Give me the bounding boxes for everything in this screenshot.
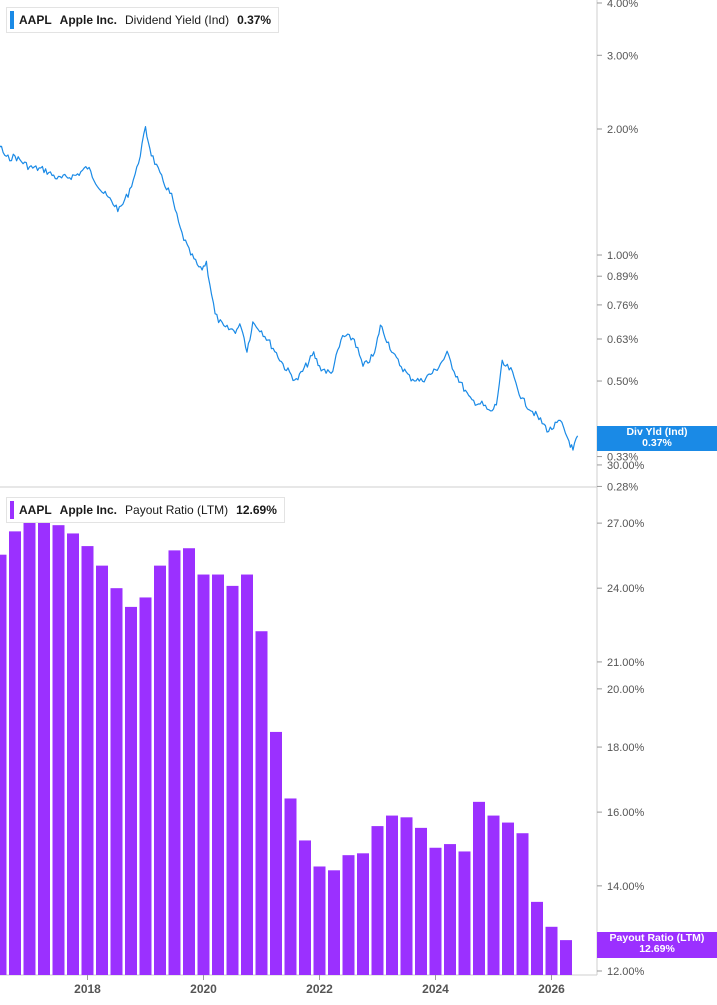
yield-legend-ticker: AAPL: [19, 13, 52, 27]
payout-bar: [183, 548, 195, 975]
yield-ytick-label: 2.00%: [607, 124, 638, 136]
payout-bar: [110, 588, 123, 975]
yield-line-group: [0, 126, 579, 451]
x-axis: 2018 2020 2022 2024 2026: [74, 975, 565, 996]
xtick-label: 2026: [538, 982, 565, 996]
payout-bar: [531, 901, 543, 975]
payout-bar: [284, 798, 297, 975]
payout-bar: [473, 801, 485, 975]
payout-bar: [545, 926, 558, 975]
payout-flag-label: Payout Ratio (LTM): [609, 932, 705, 944]
payout-bar: [52, 525, 65, 975]
yield-line: [0, 126, 579, 451]
payout-bars: [0, 519, 572, 975]
payout-ytick-label: 27.00%: [607, 518, 645, 530]
payout-bar: [444, 844, 456, 975]
yield-legend-value: 0.37%: [237, 13, 272, 27]
yield-ytick-label: 0.63%: [607, 334, 638, 346]
payout-bar: [197, 574, 210, 975]
payout-bar: [241, 574, 253, 975]
payout-bar: [342, 855, 355, 975]
yield-flag-value: 0.37%: [642, 437, 672, 449]
payout-legend-company: Apple Inc.: [59, 503, 118, 517]
payout-bar: [415, 827, 427, 975]
payout-ytick-label: 30.00%: [607, 460, 645, 472]
payout-bar: [299, 840, 311, 975]
payout-bar: [96, 565, 108, 975]
payout-legend-ticker: AAPL: [19, 503, 52, 517]
payout-bar: [154, 565, 166, 975]
payout-bar: [270, 731, 282, 975]
payout-bar: [400, 817, 413, 975]
xtick-label: 2022: [306, 982, 333, 996]
yield-ytick-label: 1.00%: [607, 250, 638, 262]
payout-bar: [67, 533, 79, 975]
payout-bar: [23, 519, 36, 975]
payout-bar: [371, 826, 384, 975]
yield-legend[interactable]: AAPL Apple Inc. Dividend Yield (Ind) 0.3…: [6, 7, 280, 33]
payout-bar: [226, 585, 239, 975]
xtick-label: 2024: [422, 982, 449, 996]
payout-ytick-label: 14.00%: [607, 881, 645, 893]
yield-ytick-label: 0.50%: [607, 376, 638, 388]
payout-bar: [255, 631, 268, 975]
payout-ytick-label: 21.00%: [607, 657, 645, 669]
payout-bar: [429, 847, 442, 975]
yield-legend-swatch: [10, 11, 14, 29]
xtick-label: 2020: [190, 982, 217, 996]
payout-bar: [38, 521, 50, 975]
payout-legend-value: 12.69%: [236, 503, 277, 517]
payout-bar: [487, 815, 500, 975]
payout-bar: [9, 531, 21, 975]
payout-bar: [0, 554, 7, 975]
yield-ytick-label: 3.00%: [607, 50, 638, 62]
yield-legend-company: Apple Inc.: [59, 13, 118, 27]
payout-ytick-label: 12.00%: [607, 966, 645, 978]
payout-bar: [313, 866, 326, 975]
payout-bar: [516, 833, 529, 975]
payout-bar: [458, 851, 471, 975]
yield-ytick-label: 0.89%: [607, 271, 638, 283]
payout-bar: [168, 550, 181, 975]
payout-bar: [502, 822, 514, 975]
payout-y-axis: 30.00% 27.00% 24.00% 21.00% 20.00% 18.00% 16.0…: [597, 460, 645, 978]
payout-bar: [357, 853, 369, 975]
payout-bar: [386, 815, 398, 975]
yield-ytick-label: 0.28%: [607, 481, 638, 493]
payout-price-flag: Payout Ratio (LTM) 12.69%: [597, 932, 717, 958]
payout-ytick-label: 18.00%: [607, 742, 645, 754]
xtick-label: 2018: [74, 982, 101, 996]
payout-ytick-label: 24.00%: [607, 583, 645, 595]
payout-ytick-label: 16.00%: [607, 807, 645, 819]
payout-bar: [125, 606, 137, 975]
payout-legend-swatch: [10, 501, 14, 519]
payout-bar: [328, 870, 340, 975]
yield-y-axis: 4.00% 3.00% 2.00% 1.00% 0.89% 0.76% 0.63% 0.50%…: [597, 0, 638, 493]
payout-bar: [81, 546, 94, 975]
yield-ytick-label: 0.76%: [607, 300, 638, 312]
yield-legend-metric: Dividend Yield (Ind): [125, 13, 230, 27]
payout-legend[interactable]: AAPL Apple Inc. Payout Ratio (LTM) 12.69…: [6, 497, 285, 523]
payout-bar: [560, 940, 572, 975]
payout-flag-value: 12.69%: [639, 943, 675, 955]
payout-bar: [212, 574, 224, 975]
yield-flag-label: Div Yld (Ind): [626, 426, 688, 438]
yield-price-flag: Div Yld (Ind) 0.37%: [597, 426, 717, 451]
payout-legend-metric: Payout Ratio (LTM): [125, 503, 229, 517]
yield-ytick-label: 4.00%: [607, 0, 638, 10]
payout-ytick-label: 20.00%: [607, 684, 645, 696]
yield-ytick-label: 0.33%: [607, 452, 638, 464]
payout-bar: [139, 597, 152, 975]
